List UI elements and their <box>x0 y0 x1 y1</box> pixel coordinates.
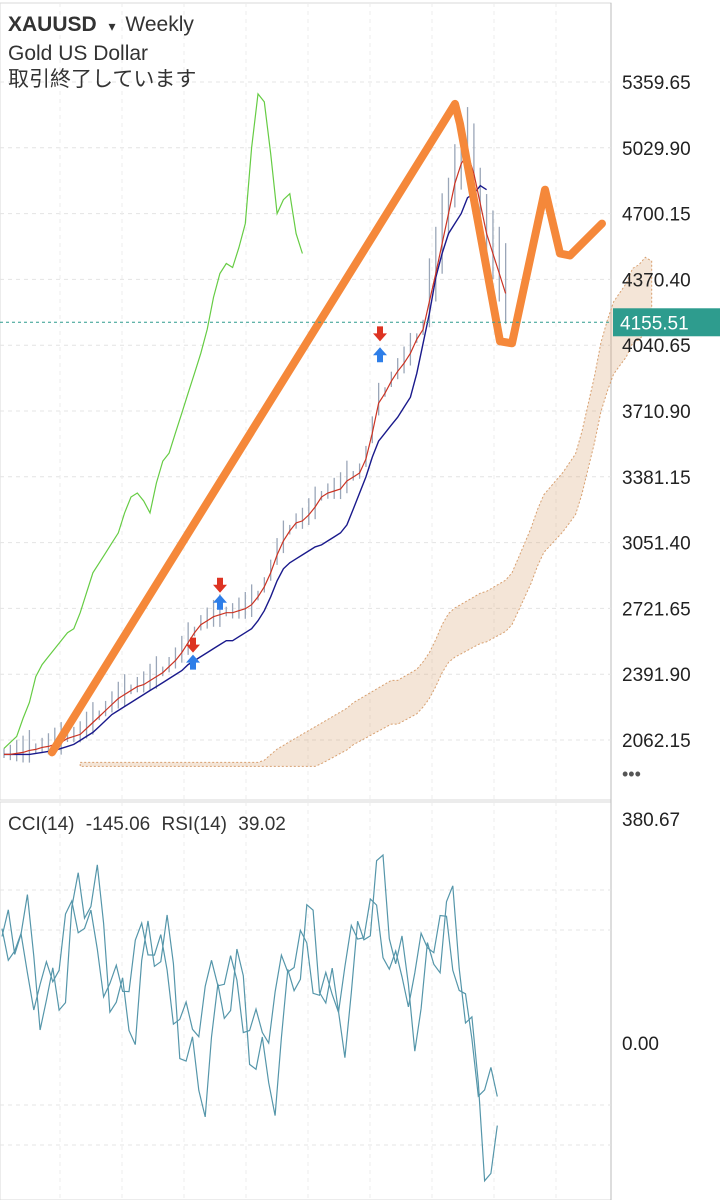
rsi-label: RSI(14) <box>162 814 227 835</box>
current-price-value: 4155.51 <box>620 313 689 334</box>
price-tick-label: 2062.15 <box>622 731 691 752</box>
rsi-line <box>1 897 498 1098</box>
symbol-label[interactable]: XAUUSD <box>8 13 97 36</box>
current-price-badge <box>613 308 720 337</box>
buy-arrow-icon <box>213 594 227 610</box>
sell-arrow-icon <box>213 577 227 593</box>
price-axis-ticks: 5359.65 5029.90 4700.15 4370.40 4040.65 3710.… <box>622 73 691 752</box>
price-tick-label: 5359.65 <box>622 73 691 94</box>
indicator-panel <box>0 801 612 1200</box>
chevron-down-icon[interactable]: ▾ <box>109 18 116 34</box>
price-panel <box>0 2 612 801</box>
cci-label: CCI(14) <box>8 814 75 835</box>
price-tick-label: 2391.90 <box>622 665 691 686</box>
cci-value: -145.06 <box>86 814 150 835</box>
instrument-name: Gold US Dollar <box>8 42 148 65</box>
market-status: 取引終了しています <box>8 68 196 91</box>
price-tick-label: 3710.90 <box>622 402 691 423</box>
price-tick-label: 2721.65 <box>622 599 691 620</box>
grid-lines <box>0 3 611 1200</box>
more-options-icon[interactable]: ••• <box>622 764 641 784</box>
hand-drawn-annotation <box>48 99 606 757</box>
svg-text:CCI(14) -145.06 RSI(14: CCI(14) -145.06 RSI(14) 39.02 <box>8 814 286 835</box>
kijun-line <box>4 184 487 756</box>
chikou-line <box>3 92 303 749</box>
price-tick-label: 4370.40 <box>622 270 691 291</box>
tenkan-line <box>4 152 507 756</box>
buy-arrow-icon <box>186 654 200 670</box>
sell-arrow-icon <box>373 326 387 342</box>
cci-line <box>1 853 498 1183</box>
price-tick-label: 5029.90 <box>622 139 691 160</box>
price-tick-label: 4700.15 <box>622 205 691 226</box>
indicator-tick-max: 380.67 <box>622 810 680 831</box>
sell-arrow-icon <box>186 637 200 653</box>
cloud-area <box>79 256 653 767</box>
rsi-value: 39.02 <box>238 814 286 835</box>
price-tick-label: 3381.15 <box>622 468 691 489</box>
indicator-lines <box>3 92 507 756</box>
timeframe-label[interactable]: Weekly <box>125 13 194 36</box>
cci-rsi-lines <box>1 853 498 1183</box>
indicator-tick-zero: 0.00 <box>622 1034 659 1055</box>
price-tick-label: 3051.40 <box>622 534 691 555</box>
svg-text:XAUUSD ▾ Weekly: XAUUSD ▾ Weekly <box>8 13 194 36</box>
buy-arrow-icon <box>373 347 387 363</box>
price-tick-label: 4040.65 <box>622 336 691 357</box>
annotation-stroke <box>48 99 606 757</box>
ichimoku-cloud <box>79 256 653 767</box>
signal-arrows <box>186 326 387 670</box>
